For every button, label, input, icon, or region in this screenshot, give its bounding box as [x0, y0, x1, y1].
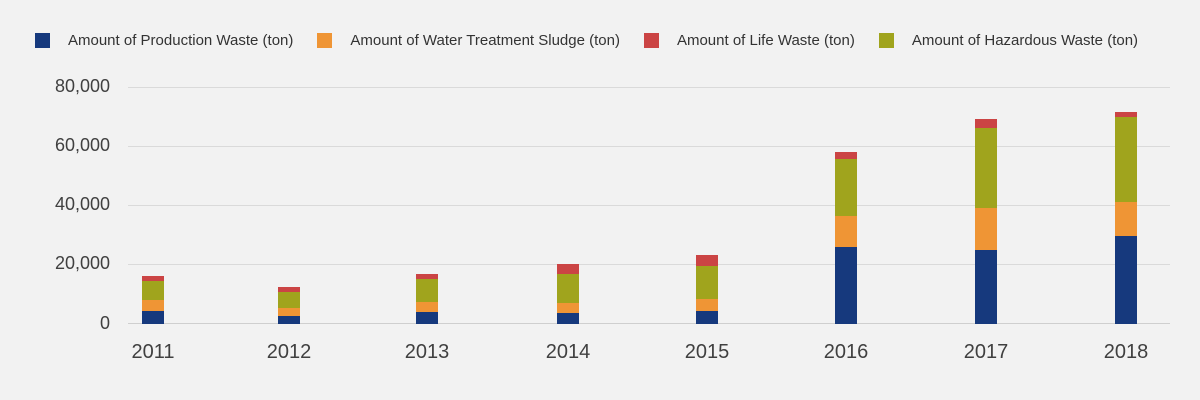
bar-segment-hazardous-waste[interactable] — [975, 128, 997, 209]
y-axis-tick-label: 20,000 — [54, 253, 110, 274]
bar-segment-production-waste[interactable] — [557, 313, 579, 324]
legend-label: Amount of Hazardous Waste (ton) — [911, 32, 1139, 49]
bar-segment-life-waste[interactable] — [1115, 111, 1137, 117]
bar-segment-production-waste[interactable] — [416, 311, 438, 324]
x-axis-tick-label: 2016 — [823, 341, 869, 363]
y-axis-tick-label: 80,000 — [54, 76, 110, 96]
legend-item-1[interactable]: Amount of Water Treatment Sludge (ton) — [317, 32, 620, 49]
legend-label: Amount of Life Waste (ton) — [676, 32, 855, 49]
gridline — [128, 86, 1170, 88]
legend-label: Amount of Production Waste (ton) — [68, 32, 294, 49]
bar-segment-hazardous-waste[interactable] — [278, 291, 300, 309]
gridline — [128, 145, 1170, 147]
legend-swatch-icon — [878, 33, 894, 48]
bar-segment-water-treatment-sludge[interactable] — [142, 300, 164, 312]
bar-segment-hazardous-waste[interactable] — [1115, 116, 1137, 203]
bar-segment-life-waste[interactable] — [278, 286, 300, 292]
bar-segment-production-waste[interactable] — [975, 249, 997, 324]
bar-segment-production-waste[interactable] — [1115, 236, 1137, 324]
legend-item-0[interactable]: Amount of Production Waste (ton) — [35, 32, 293, 49]
bar-segment-life-waste[interactable] — [835, 152, 857, 160]
bar-segment-water-treatment-sludge[interactable] — [975, 208, 997, 250]
bar-segment-life-waste[interactable] — [557, 264, 579, 274]
x-axis-tick-label: 2017 — [963, 341, 1009, 363]
bar-segment-hazardous-waste[interactable] — [696, 265, 718, 299]
bar-segment-production-waste[interactable] — [142, 311, 164, 324]
x-axis-tick-label: 2011 — [131, 341, 175, 363]
bar-segment-hazardous-waste[interactable] — [416, 278, 438, 302]
legend-label: Amount of Water Treatment Sludge (ton) — [350, 32, 620, 49]
bar-segment-water-treatment-sludge[interactable] — [1115, 202, 1137, 237]
x-axis-tick-label: 2018 — [1103, 341, 1149, 363]
bar-segment-hazardous-waste[interactable] — [142, 281, 164, 301]
legend-item-2[interactable]: Amount of Life Waste (ton) — [643, 32, 855, 49]
bar-segment-water-treatment-sludge[interactable] — [416, 301, 438, 312]
bar-segment-production-waste[interactable] — [835, 246, 857, 324]
legend-swatch-icon — [643, 33, 659, 48]
x-axis-tick-label: 2014 — [545, 341, 591, 363]
bar-segment-hazardous-waste[interactable] — [557, 273, 579, 304]
bar-segment-water-treatment-sludge[interactable] — [696, 298, 718, 311]
bar-segment-hazardous-waste[interactable] — [835, 159, 857, 216]
legend-item-3[interactable]: Amount of Hazardous Waste (ton) — [878, 32, 1139, 49]
bar-segment-life-waste[interactable] — [416, 273, 438, 279]
legend-swatch-icon — [35, 33, 50, 48]
bar-segment-life-waste[interactable] — [142, 276, 164, 282]
x-axis-tick-label: 2012 — [266, 341, 312, 363]
bar-segment-water-treatment-sludge[interactable] — [557, 303, 579, 314]
x-axis-tick-label: 2013 — [404, 341, 450, 363]
bar-segment-production-waste[interactable] — [278, 316, 300, 324]
gridline — [128, 263, 1170, 265]
bar-segment-life-waste[interactable] — [696, 255, 718, 266]
bar-segment-water-treatment-sludge[interactable] — [835, 215, 857, 247]
x-axis-tick-label: 2015 — [684, 341, 730, 363]
legend: Amount of Production Waste (ton) Amount o… — [35, 32, 1138, 49]
gridline — [128, 323, 1170, 324]
bar-segment-water-treatment-sludge[interactable] — [278, 308, 300, 317]
bar-segment-life-waste[interactable] — [975, 118, 997, 129]
gridline — [128, 204, 1170, 206]
y-axis-tick-label: 0 — [99, 312, 110, 333]
y-axis-tick-label: 40,000 — [54, 194, 110, 215]
legend-swatch-icon — [317, 33, 333, 48]
bar-segment-production-waste[interactable] — [696, 310, 718, 324]
y-axis-tick-label: 60,000 — [54, 135, 110, 156]
